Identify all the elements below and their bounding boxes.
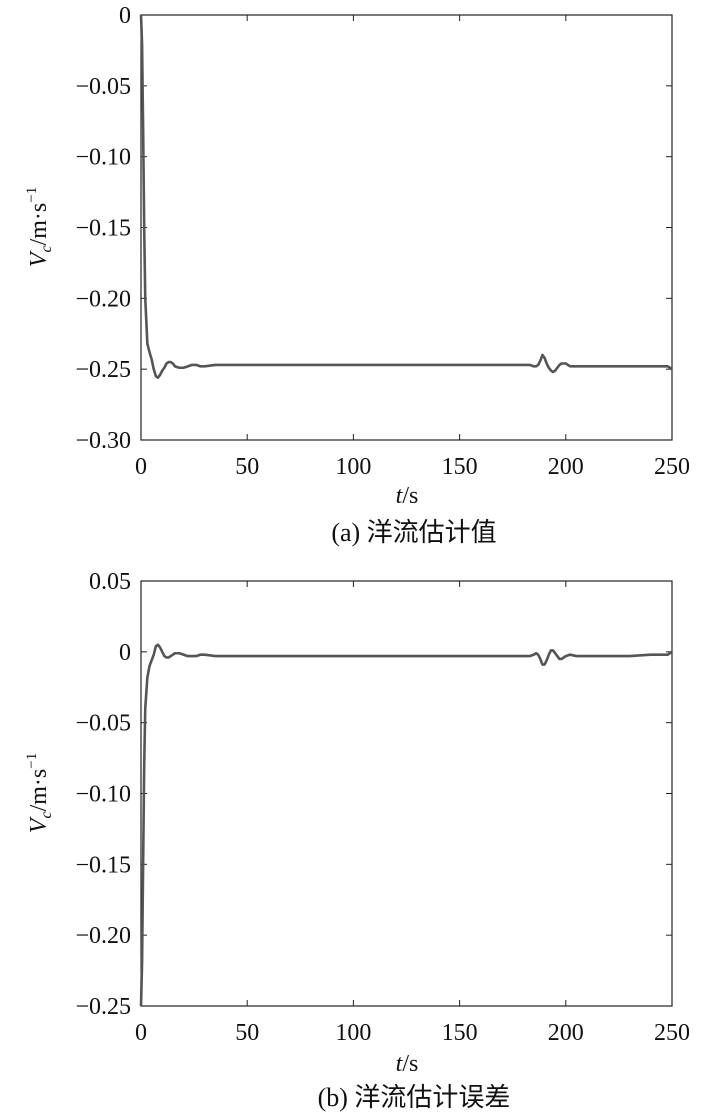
series-line — [139, 643, 673, 1007]
x-tick-label: 250 — [654, 1020, 690, 1046]
x-axis-label-unit: /s — [402, 1051, 418, 1077]
y-axis-label-var: V — [26, 816, 52, 833]
chart-panel-a: 0 −0.05 −0.10 −0.15 −0.20 −0.25 −0.30 0 50 100 15… — [24, 3, 690, 547]
y-tick-label: 0 — [119, 640, 131, 666]
y-axis-label-exp: −1 — [24, 753, 40, 769]
x-axis-label: t/s — [396, 1051, 419, 1077]
x-tick-label: 50 — [235, 454, 259, 480]
x-tick-label: 0 — [135, 1020, 147, 1046]
x-tick-label: 100 — [335, 1020, 371, 1046]
y-axis-label-var: V — [26, 250, 52, 267]
x-tick-label: 250 — [654, 454, 690, 480]
y-axis-label: Vc/m·s−1 — [24, 753, 55, 833]
panel-caption: (b) 洋流估计误差 — [318, 1083, 511, 1112]
y-tick-label: −0.25 — [75, 994, 131, 1020]
y-axis-label-sub: c — [38, 245, 55, 252]
y-tick-label: −0.15 — [75, 216, 131, 242]
plot-frame — [140, 14, 673, 441]
x-tick-label: 150 — [442, 1020, 478, 1046]
y-axis-label-unit: /m·s — [26, 769, 52, 812]
y-axis-label-unit: /m·s — [26, 203, 52, 246]
y-tick-label: −0.05 — [75, 74, 131, 100]
y-axis-label-sub: c — [38, 811, 55, 818]
y-tick-label: −0.20 — [75, 923, 131, 949]
x-axis-label-var: t — [396, 1051, 404, 1077]
x-axis-ticks: 0 50 100 150 200 250 — [135, 15, 690, 480]
y-axis-label: Vc/m·s−1 — [24, 187, 55, 267]
y-axis-label-exp: −1 — [24, 187, 40, 203]
y-tick-label: −0.15 — [75, 852, 131, 878]
x-tick-label: 200 — [548, 1020, 584, 1046]
x-axis-label-unit: /s — [402, 483, 418, 509]
x-tick-label: 0 — [135, 454, 147, 480]
y-tick-label: −0.05 — [75, 711, 131, 737]
x-axis-label-var: t — [396, 483, 404, 509]
plot-frame — [140, 580, 673, 1007]
y-tick-label: −0.20 — [75, 286, 131, 312]
x-axis-label: t/s — [396, 483, 419, 509]
x-tick-label: 50 — [235, 1020, 259, 1046]
x-axis-ticks: 0 50 100 150 200 250 — [135, 581, 690, 1046]
y-tick-label: −0.10 — [75, 145, 131, 171]
y-tick-label: −0.30 — [75, 428, 131, 454]
x-tick-label: 150 — [442, 454, 478, 480]
x-tick-label: 100 — [335, 454, 371, 480]
y-tick-label: 0.05 — [89, 569, 131, 595]
y-axis-ticks: 0 −0.05 −0.10 −0.15 −0.20 −0.25 −0.30 — [75, 3, 672, 454]
chart-panel-b: 0.05 0 −0.05 −0.10 −0.15 −0.20 −0.25 0 50 100 150… — [24, 569, 690, 1112]
y-axis-ticks: 0.05 0 −0.05 −0.10 −0.15 −0.20 −0.25 — [75, 569, 672, 1020]
y-tick-label: −0.25 — [75, 357, 131, 383]
x-tick-label: 200 — [548, 454, 584, 480]
panel-caption: (a) 洋流估计值 — [331, 518, 496, 547]
y-tick-label: −0.10 — [75, 782, 131, 808]
series-line — [139, 14, 673, 379]
y-tick-label: 0 — [119, 3, 131, 29]
